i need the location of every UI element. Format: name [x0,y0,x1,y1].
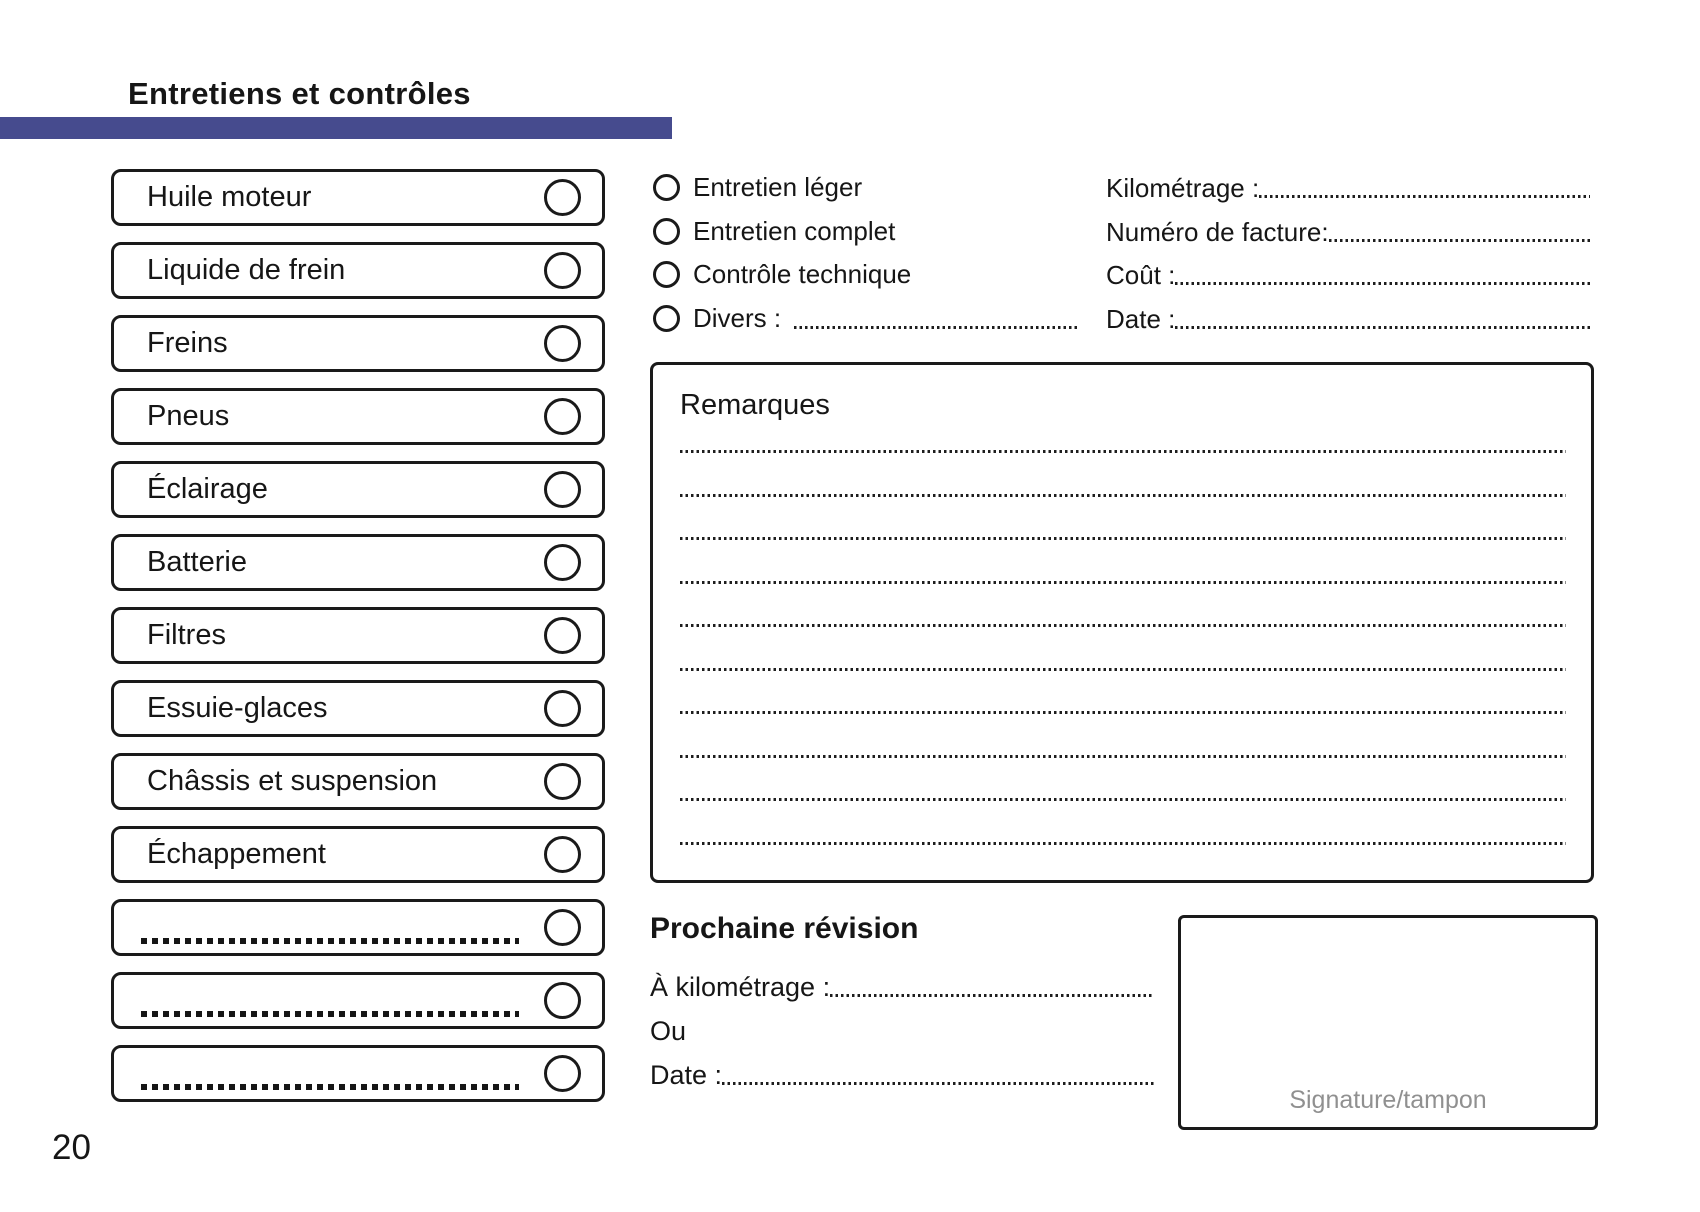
remarks-box: Remarques [650,362,1594,883]
invoice-field-label: Date : [1106,303,1176,334]
service-type-option-label: Contrôle technique [693,259,912,289]
service-type-option-label: Entretien complet [693,215,896,246]
check-circle-icon [544,398,581,435]
next-service-date-fill-line [722,1082,1154,1085]
checklist-item-label: Pneus [147,400,230,432]
invoice-field-fill-line [1259,195,1590,198]
invoice-field-label: Coût : [1106,260,1176,290]
service-type-option: Entretien complet [653,215,1077,246]
divers-fill-line [794,325,1077,329]
invoice-field-row: Date : [1106,304,1590,334]
next-service-title: Prochaine révision [650,912,919,945]
remark-fill-line [680,667,1566,671]
next-service-km-label: À kilométrage : [650,972,831,1002]
remarks-lines [680,450,1566,885]
service-type-option-label: Entretien léger [693,172,863,202]
checklist-item-label: Échappement [147,838,326,870]
next-service-date-label: Date : [650,1060,723,1090]
checklist-item-label: Essuie-glaces [147,692,328,724]
signature-label: Signature/tampon [1289,1086,1487,1114]
check-circle-icon [544,690,581,727]
check-circle-icon [544,982,581,1019]
remark-fill-line [680,711,1566,714]
remark-fill-line [680,798,1566,801]
page-number: 20 [52,1128,91,1167]
invoice-field-label: Numéro de facture: [1106,216,1329,247]
invoice-field-fill-line [1175,282,1590,285]
checklist-item-label: Châssis et suspension [147,765,438,797]
invoice-fields: Kilométrage : Numéro de facture: Coût : Dat… [1106,173,1590,334]
checklist-item-label: Freins [147,327,228,359]
checklist-item-blank [111,899,605,956]
checklist-item: Liquide de frein [111,242,605,299]
service-type-options: Entretien léger Entretien complet Contrôle… [653,174,1077,332]
checklist-item-blank [111,1045,605,1102]
title-accent-bar [0,117,672,139]
checklist-item-label: Huile moteur [147,181,312,213]
invoice-field-row: Kilométrage : [1106,173,1590,203]
check-circle-icon [544,471,581,508]
check-circle-icon [544,179,581,216]
checklist-item: Essuie-glaces [111,680,605,737]
checklist-item: Huile moteur [111,169,605,226]
page-title: Entretiens et contrôles [128,76,471,111]
remark-fill-line [680,537,1566,540]
invoice-field-fill-line [1175,325,1590,329]
checklist-item-label: Éclairage [147,473,268,505]
service-type-option: Contrôle technique [653,261,1077,288]
radio-circle-icon [653,304,680,332]
check-circle-icon [544,617,581,654]
remark-fill-line [680,624,1566,627]
check-circle-icon [544,1055,581,1092]
blank-fill-line [141,1011,519,1017]
check-circle-icon [544,909,581,946]
signature-box: Signature/tampon [1178,915,1598,1130]
checklist-item: Freins [111,315,605,372]
checklist-item-label: Filtres [147,619,226,651]
check-circle-icon [544,836,581,873]
blank-fill-line [141,1084,519,1090]
radio-circle-icon [653,261,680,288]
service-type-option: Entretien léger [653,174,1077,201]
check-circle-icon [544,325,581,362]
next-service-date-row: Date : [650,1060,1154,1090]
checklist-item: Pneus [111,388,605,445]
checklist-item-blank [111,972,605,1029]
checklist-item: Échappement [111,826,605,883]
service-type-divers-row: Divers : [653,302,1077,333]
remark-fill-line [680,450,1566,453]
invoice-field-row: Numéro de facture: [1106,217,1590,247]
check-circle-icon [544,544,581,581]
checklist-item: Éclairage [111,461,605,518]
next-service-km-row: À kilométrage : [650,972,1154,1002]
checklist-item: Batterie [111,534,605,591]
remark-fill-line [680,754,1566,758]
invoice-field-row: Coût : [1106,260,1590,290]
checklist-item-label: Liquide de frein [147,254,346,286]
check-circle-icon [544,252,581,289]
divers-label: Divers : [693,302,782,333]
checklist-item-label: Batterie [147,546,247,578]
remark-fill-line [680,493,1566,497]
radio-circle-icon [653,174,680,201]
invoice-field-fill-line [1328,238,1590,242]
remark-fill-line [680,580,1566,584]
remarks-title: Remarques [680,389,830,421]
checklist-item: Châssis et suspension [111,753,605,810]
maintenance-checklist: Huile moteur Liquide de frein Freins Pneus É… [111,169,605,1102]
km-fill-line [830,994,1154,997]
check-circle-icon [544,763,581,800]
remark-fill-line [680,841,1566,845]
invoice-field-label: Kilométrage : [1106,173,1260,203]
radio-circle-icon [653,217,680,245]
next-service-or-label: Ou [650,1016,687,1046]
checklist-item: Filtres [111,607,605,664]
blank-fill-line [141,938,519,944]
